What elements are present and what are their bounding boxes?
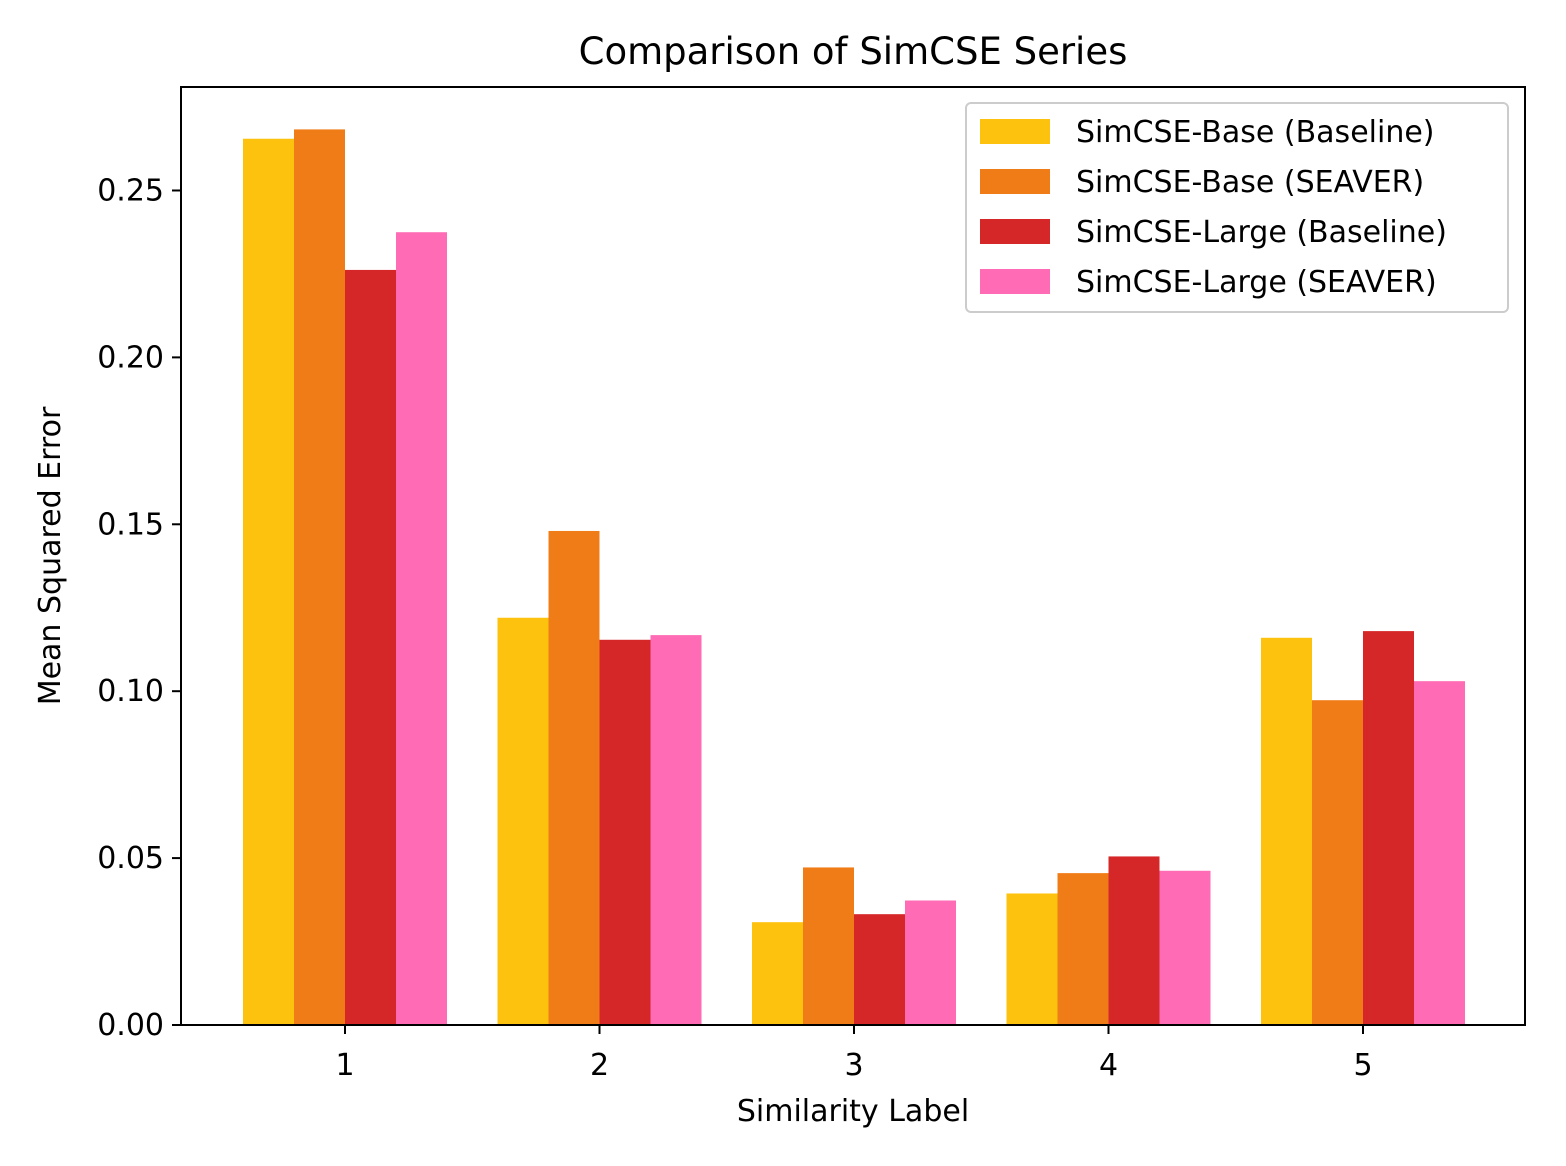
x-tick-label: 2 [590,1048,609,1083]
bar-4-cat-5 [1414,681,1465,1025]
bar-1-cat-3 [752,922,803,1025]
bar-3-cat-3 [854,914,905,1025]
legend: SimCSE-Base (Baseline) SimCSE-Base (SEAVE… [965,102,1509,313]
y-tick-label: 0.15 [97,507,164,542]
bar-2-cat-1 [294,129,345,1025]
y-tick-label: 0.20 [97,340,164,375]
x-tick-label: 5 [1353,1048,1372,1083]
x-axis: 1 2 3 4 5 [335,1025,1373,1083]
y-tick-label: 0.05 [97,841,164,876]
bar-3-cat-2 [599,639,651,1025]
bar-1-cat-2 [497,617,549,1025]
bar-1-cat-4 [1006,893,1058,1025]
legend-swatch-2 [980,169,1050,194]
x-axis-label: Similarity Label [737,1094,969,1129]
bar-3-cat-5 [1363,631,1414,1025]
x-tick-label: 1 [335,1048,354,1083]
bar-4-cat-1 [396,232,447,1025]
legend-swatch-3 [980,219,1050,244]
bar-4-cat-3 [905,900,956,1025]
y-tick-label: 0.10 [97,674,164,709]
legend-swatch-4 [980,269,1050,294]
bars-layer [243,129,1465,1025]
x-tick-label: 4 [1099,1048,1118,1083]
y-axis: 0.00 0.05 0.10 0.15 0.20 0.25 [97,173,181,1043]
bar-4-cat-4 [1159,870,1211,1025]
bar-3-cat-1 [345,269,396,1025]
legend-label-4: SimCSE-Large (SEAVER) [1076,265,1437,300]
x-tick-label: 3 [844,1048,863,1083]
bar-4-cat-2 [650,635,702,1025]
y-axis-label: Mean Squared Error [33,406,68,705]
legend-frame [965,102,1509,313]
legend-label-1: SimCSE-Base (Baseline) [1076,115,1435,150]
bar-1-cat-1 [243,138,294,1025]
bar-2-cat-2 [548,530,600,1025]
y-tick-label: 0.25 [97,173,164,208]
bar-2-cat-4 [1057,873,1109,1025]
legend-label-2: SimCSE-Base (SEAVER) [1076,165,1424,200]
chart-title: Comparison of SimCSE Series [579,30,1128,73]
legend-swatch-1 [980,119,1050,144]
bar-2-cat-3 [803,867,854,1025]
bar-2-cat-5 [1312,700,1363,1025]
legend-label-3: SimCSE-Large (Baseline) [1076,215,1447,250]
y-tick-label: 0.00 [97,1008,164,1043]
bar-3-cat-4 [1108,856,1160,1025]
bar-1-cat-5 [1261,637,1312,1025]
